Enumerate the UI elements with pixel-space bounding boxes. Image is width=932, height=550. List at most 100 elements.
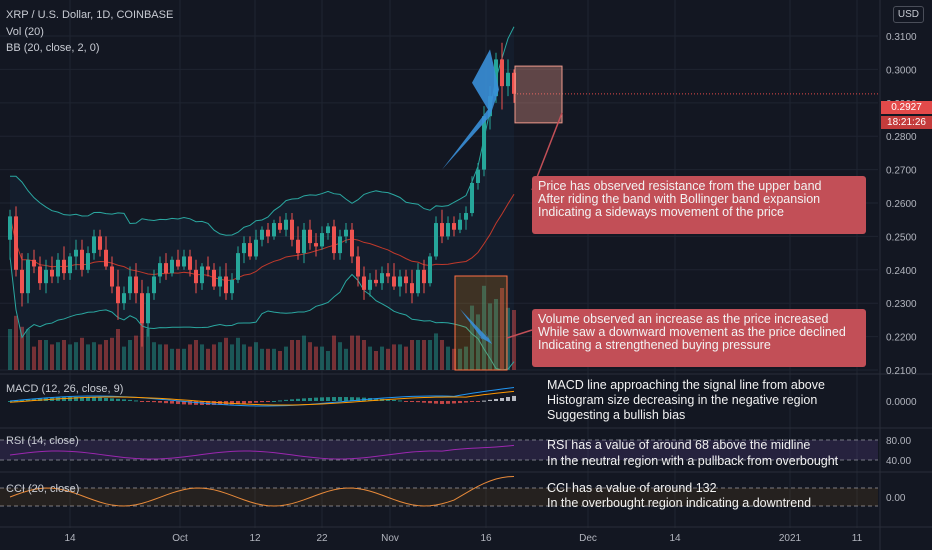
macd-histogram-bar [266,401,270,402]
volume-bar [326,351,330,370]
volume-bar [356,335,360,370]
volume-bar [200,344,204,370]
candle-body [188,256,192,270]
bb-lower-band [9,256,515,371]
candle-body [332,226,336,254]
candle-body [416,269,420,294]
candle-body [458,219,462,230]
candle-body [50,269,54,277]
candle-body [422,269,426,284]
volume-bar [482,285,486,370]
drawings [442,49,878,371]
legend-volume[interactable]: Vol (20) [6,26,44,38]
macd-histogram-bar [188,401,192,405]
candle-body [194,269,198,284]
volume-bar [452,348,456,370]
macd-histogram-bar [128,399,132,401]
price-tick-label: 0.2200 [886,333,917,344]
legend-rsi[interactable]: RSI (14, close) [6,435,79,447]
candle-body [266,229,270,237]
macd-histogram-bar [80,397,84,401]
currency-button[interactable]: USD [892,6,924,23]
volume-bar [410,340,414,370]
volume-bar [344,348,348,370]
volume-bar [476,314,480,370]
candle-body [302,229,306,254]
macd-tick-label: 0.0000 [886,397,917,408]
macd-histogram-bar [494,398,498,401]
macd-histogram-bar [350,397,354,401]
macd-histogram-bar [26,399,30,401]
volume-bar [50,344,54,370]
volume-bar [122,346,126,370]
volume-bar [458,348,462,370]
volume-bar [464,346,468,370]
candle-body [398,276,402,287]
macd-histogram-bar [278,400,282,402]
macd-histogram-bar [326,397,330,401]
candle-body [212,269,216,287]
time-tick-label: Oct [172,533,188,544]
price-tick-label: 0.3100 [886,32,917,43]
volume-bar [176,348,180,370]
cci-line [9,475,515,507]
candle-body [134,276,138,294]
time-tick-label: 16 [480,533,492,544]
candle-body [116,286,120,304]
macd-histogram-bar [512,395,516,401]
volume-bar [218,342,222,370]
price-tick-label: 0.2300 [886,299,917,310]
legend-macd[interactable]: MACD (12, 26, close, 9) [6,383,124,395]
candle-body [272,223,276,237]
candle-body [182,256,186,267]
candle-body [386,273,390,277]
macd-histogram-bar [314,397,318,401]
time-tick-label: 14 [669,533,681,544]
macd-histogram-bar [308,397,312,401]
macd-histogram-bar [500,398,504,401]
macd-histogram-bar [488,399,492,401]
candle-body [26,259,30,294]
volume-callout[interactable]: Volume observed an increase as the price… [532,309,866,367]
price-tick-label: 0.2500 [886,232,917,243]
rsi-note[interactable]: RSI has a value of around 68 above the m… [547,437,838,469]
volume-bar [62,340,66,370]
macd-histogram-bar [416,401,420,403]
macd-histogram-bar [92,397,96,401]
macd-histogram-bar [404,401,408,402]
resistance-callout[interactable]: Price has observed resistance from the u… [532,176,866,234]
volume-bar [32,346,36,370]
volume-bar [158,344,162,370]
macd-histogram-bar [506,397,510,401]
volume-bar [74,342,78,370]
candle-body [110,266,114,287]
volume-bar [338,342,342,370]
macd-histogram-bar [452,401,456,404]
candle-body [404,276,408,284]
volume-bar [266,348,270,370]
candle-body [260,229,264,240]
macd-histogram-bar [392,399,396,401]
macd-histogram-bar [338,397,342,401]
volume-bar [8,329,12,370]
volume-line-1: Volume observed an increase as the price… [538,312,829,326]
macd-note[interactable]: MACD line approaching the signal line fr… [547,378,825,423]
candle-body [470,182,474,214]
candle-body [338,236,342,254]
candle-body [56,259,60,277]
legend-bb[interactable]: BB (20, close, 2, 0) [6,42,100,54]
volume-bar [488,303,492,370]
legend-cci[interactable]: CCI (20, close) [6,483,80,495]
volume-bar [116,329,120,370]
volume-bar [248,346,252,370]
volume-bar [212,344,216,370]
candle-body [248,243,252,257]
resistance-line-1: Price has observed resistance from the u… [538,179,822,193]
macd-histogram-bar [374,398,378,401]
macd-histogram-bar [290,399,294,401]
macd-histogram-bar [356,397,360,401]
volume-bar [434,333,438,370]
cci-note[interactable]: CCI has a value of around 132 In the ove… [547,481,811,511]
macd-histogram-bar [284,399,288,401]
cci-tick-label: 0.00 [886,493,906,504]
